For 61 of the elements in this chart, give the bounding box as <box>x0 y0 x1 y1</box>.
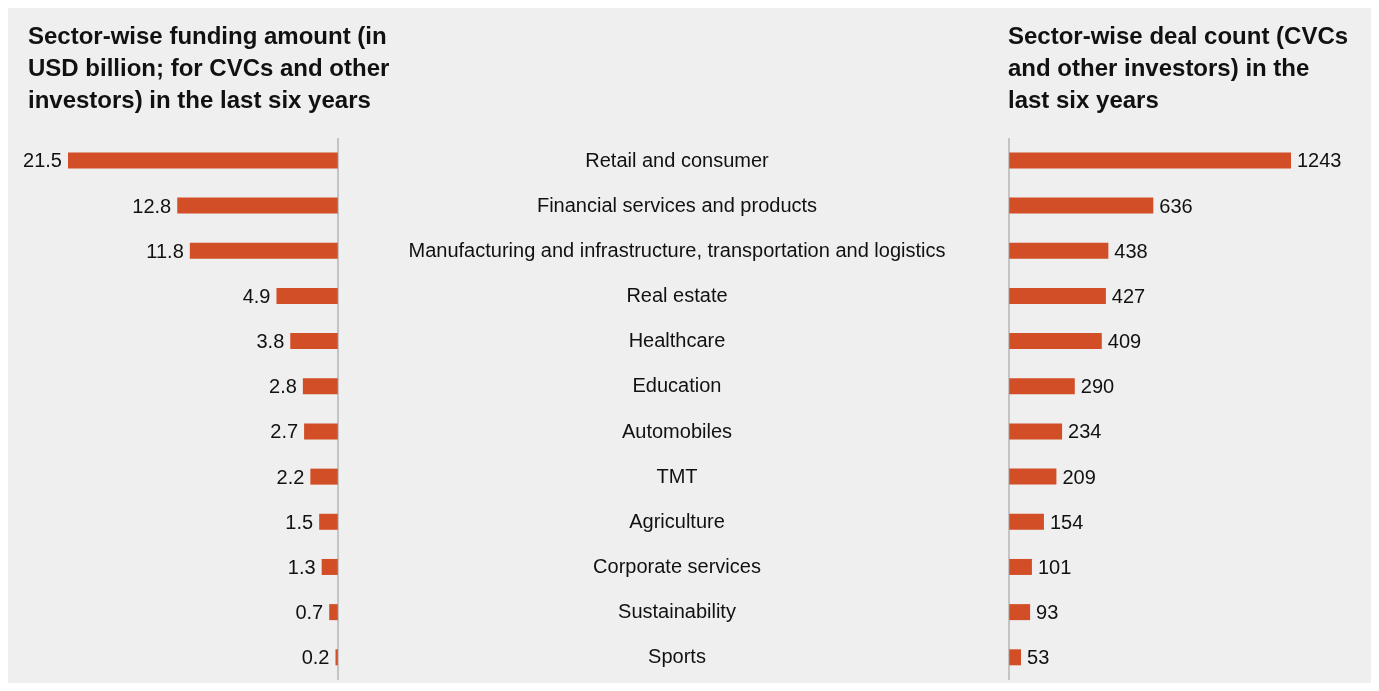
data-label: 4.9 <box>242 284 271 307</box>
y-tick-label: Retail and consumer <box>585 148 770 171</box>
bar <box>302 378 338 395</box>
data-label: 93 <box>1036 601 1059 624</box>
data-label: 154 <box>1049 510 1084 533</box>
y-tick-label: Automobiles <box>621 419 733 442</box>
bar <box>1009 604 1031 621</box>
data-label: 11.8 <box>146 239 184 262</box>
chart-title: Sector-wise deal count (CVCs and other investors) in the last six years <box>1008 21 1350 115</box>
bar <box>290 333 338 350</box>
bar <box>310 468 338 485</box>
bar <box>1009 513 1044 530</box>
data-label: 2.8 <box>269 375 297 398</box>
chart-title: Sector-wise funding amount (in USD billion; for CVCs and other investors) in the last six years <box>27 21 391 115</box>
y-tick-label: Sports <box>648 645 706 668</box>
bar <box>1009 242 1109 259</box>
y-tick-label: Sustainability <box>618 600 736 623</box>
bar <box>1009 423 1063 440</box>
bar <box>1009 468 1057 485</box>
y-tick-label: Healthcare <box>628 329 726 352</box>
data-label: 12.8 <box>132 194 172 217</box>
data-label: 2.7 <box>270 420 299 443</box>
bar <box>304 423 338 440</box>
data-label: 1.5 <box>285 510 314 533</box>
y-tick-label: Manufacturing and infrastructure, transportation and logistics <box>408 238 946 261</box>
data-label: 21.5 <box>23 149 62 172</box>
y-tick-label: Education <box>632 374 722 397</box>
bar <box>189 242 338 259</box>
y-tick-label: Real estate <box>626 284 728 307</box>
data-label: 636 <box>1159 194 1193 217</box>
bar <box>329 604 338 621</box>
data-label: 1243 <box>1297 149 1342 172</box>
data-label: 290 <box>1080 375 1115 398</box>
bar <box>1009 197 1154 214</box>
bar <box>1009 287 1106 304</box>
data-label: 438 <box>1114 239 1148 262</box>
data-label: 101 <box>1037 555 1072 578</box>
bar <box>1009 558 1032 575</box>
data-label: 409 <box>1107 330 1142 353</box>
data-label: 427 <box>1111 284 1146 307</box>
y-tick-label: TMT <box>656 464 698 487</box>
data-label: 0.7 <box>295 601 324 624</box>
bar <box>1009 378 1075 395</box>
data-label: 234 <box>1068 420 1102 443</box>
bar <box>319 513 338 530</box>
data-label: 3.8 <box>256 330 285 353</box>
bar <box>276 287 338 304</box>
bar <box>1009 333 1102 350</box>
bar <box>68 152 338 169</box>
data-label: 1.3 <box>287 555 316 578</box>
bar <box>1009 649 1022 666</box>
y-tick-label: Financial services and products <box>536 193 818 216</box>
y-tick-label: Corporate services <box>593 555 761 578</box>
data-label: 0.2 <box>301 646 330 669</box>
bar <box>177 197 338 214</box>
y-tick-label: Agriculture <box>629 509 725 532</box>
bar <box>321 558 338 575</box>
bar <box>1009 152 1291 169</box>
data-label: 53 <box>1027 646 1050 669</box>
data-label: 209 <box>1062 465 1096 488</box>
data-label: 2.2 <box>276 465 305 488</box>
